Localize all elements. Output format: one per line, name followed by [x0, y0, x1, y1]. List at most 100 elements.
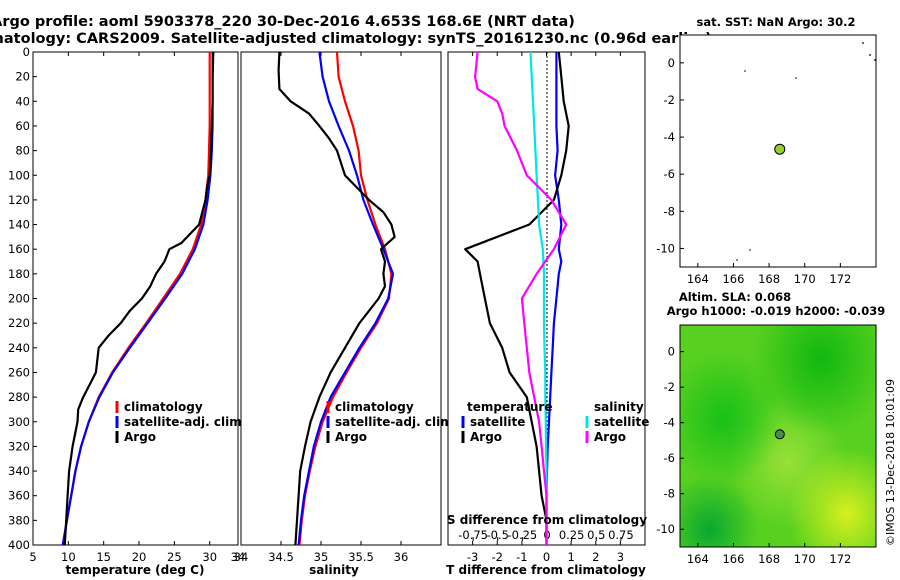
s-diff-tick-label: 0.75 — [608, 528, 634, 542]
depth-tick-label: 200 — [8, 292, 30, 306]
lon-tick-label: 166 — [722, 272, 744, 286]
lon-tick-label: 172 — [829, 272, 851, 286]
temperature-series — [61, 51, 215, 546]
island-speck — [744, 70, 746, 72]
legend-argo-label: Argo — [335, 430, 367, 444]
lat-tick-label: -8 — [664, 204, 675, 218]
depth-tick-label: 100 — [8, 168, 30, 182]
legend-s-argo-label: Argo — [594, 430, 626, 444]
lon-tick-label: 164 — [687, 272, 709, 286]
lat-tick-label: -2 — [664, 380, 675, 394]
x-tick-label: -2 — [492, 550, 503, 564]
sst-map-title: sat. SST: NaN Argo: 30.2 — [696, 15, 855, 29]
lon-tick-label: 164 — [687, 552, 709, 566]
depth-tick-label: 260 — [8, 365, 30, 379]
difference-series — [464, 51, 570, 545]
series-line-salinity-argo — [474, 51, 568, 545]
salinity-legend: climatology satellite-adj. clim. Argo — [326, 400, 457, 444]
series-line-argo — [63, 51, 215, 546]
salinity-xlabel: salinity — [309, 563, 359, 577]
difference-panel: -3 -2 -1 0 1 2 3 -0.75-0.5-0.25 0 0.25 0.5 0.75 T … — [446, 51, 649, 577]
depth-tick-label: 60 — [15, 119, 30, 133]
island-speck — [749, 249, 751, 251]
depth-tick-label: 240 — [8, 341, 30, 355]
depth-tick-label: 160 — [8, 242, 30, 256]
depth-tick-label: 0 — [23, 45, 30, 59]
depth-tick-label: 220 — [8, 316, 30, 330]
x-tick-label: 35 — [314, 550, 329, 564]
depth-tick-label: 340 — [8, 464, 30, 478]
depth-tick-label: 320 — [8, 439, 30, 453]
depth-tick-label: 180 — [8, 267, 30, 281]
lat-tick-label: 0 — [668, 345, 675, 359]
salinity-series — [277, 51, 396, 546]
lat-tick-label: -2 — [664, 93, 675, 107]
x-tick-label: 2 — [592, 550, 599, 564]
x-tick-label: 15 — [96, 550, 111, 564]
x-tick-label: 25 — [167, 550, 182, 564]
temperature-axis-ticks: 5 10 15 20 25 30 34 — [29, 52, 245, 564]
depth-tick-label: 80 — [15, 144, 30, 158]
depth-tick-label: 20 — [15, 70, 30, 84]
sla-map-argo-location — [774, 429, 785, 440]
depth-tick-label: 140 — [8, 218, 30, 232]
x-tick-label: 1 — [567, 550, 574, 564]
island-speck — [874, 59, 876, 61]
sla-map-ticks: 164 166 168 170 172 0 -2 -4 -6 -8 -10 — [656, 345, 851, 566]
lon-tick-label: 170 — [794, 552, 816, 566]
lat-tick-label: 0 — [668, 56, 675, 70]
x-tick-label: 30 — [202, 550, 217, 564]
s-diff-tick-label: -0.5 — [487, 528, 509, 542]
x-tick-label: 3 — [617, 550, 624, 564]
x-tick-label: -1 — [516, 550, 527, 564]
s-diff-tick-label: -0.75 — [458, 528, 488, 542]
lon-tick-label: 166 — [722, 552, 744, 566]
depth-tick-label: 360 — [8, 489, 30, 503]
sla-map-box — [679, 324, 877, 548]
island-speck — [862, 42, 864, 44]
lon-tick-label: 168 — [758, 272, 780, 286]
x-tick-label: 5 — [29, 550, 36, 564]
x-tick-label: 36 — [394, 550, 409, 564]
difference-legend: temperature satellite Argo salinity sate… — [461, 400, 649, 444]
sst-map-island-specks — [736, 42, 876, 261]
s-diff-tick-label: -0.25 — [507, 528, 537, 542]
series-line-temperature-argo — [464, 51, 570, 545]
lat-tick-label: -4 — [664, 130, 675, 144]
s-diff-tick-label: 0.5 — [587, 528, 605, 542]
legend-satellite-label: satellite-adj. clim. — [335, 415, 457, 429]
legend-s-satellite-label: satellite — [594, 415, 649, 429]
lat-tick-label: -10 — [656, 522, 675, 536]
island-speck — [869, 54, 871, 56]
lat-tick-label: -10 — [656, 241, 675, 255]
temperature-axes-box — [32, 51, 239, 546]
lat-tick-label: -6 — [664, 167, 675, 181]
legend-t-satellite-label: satellite — [470, 415, 525, 429]
legend-salinity-heading: salinity — [594, 400, 644, 414]
sst-map: sat. SST: NaN Argo: 30.2 164 166 168 170 172… — [656, 15, 877, 286]
x-tick-label: 35.5 — [348, 550, 374, 564]
s-diff-tick-label: 0.25 — [559, 528, 585, 542]
x-tick-label: 10 — [61, 550, 76, 564]
salinity-panel: 34 34.5 35 35.5 36 salinity climatology sate… — [234, 51, 457, 577]
sst-map-ticks: 164 166 168 170 172 0 -2 -4 -6 -8 -10 — [656, 56, 851, 286]
sst-map-argo-location — [774, 143, 786, 155]
legend-t-argo-label: Argo — [470, 430, 502, 444]
series-line-satellite-adj-clim- — [297, 51, 395, 546]
x-tick-label: 34.5 — [268, 550, 294, 564]
legend-climatology-label: climatology — [124, 400, 203, 414]
s-difference-label: S difference from climatology — [447, 513, 647, 527]
t-difference-xlabel: T difference from climatology — [446, 563, 646, 577]
x-tick-label: 34 — [234, 550, 249, 564]
figure-title-line2: Climatology: CARS2009. Satellite-adjuste… — [0, 31, 712, 47]
lat-tick-label: -4 — [664, 416, 675, 430]
depth-tick-label: 40 — [15, 94, 30, 108]
argo-location-marker — [774, 143, 786, 155]
depth-tick-label: 120 — [8, 193, 30, 207]
series-line-argo — [277, 51, 396, 546]
legend-satellite-label: satellite-adj. clim. — [124, 415, 246, 429]
island-speck — [736, 259, 738, 261]
t-difference-axis-ticks: -3 -2 -1 0 1 2 3 — [467, 52, 624, 564]
x-tick-label: 0 — [543, 550, 550, 564]
x-tick-label: 20 — [132, 550, 147, 564]
